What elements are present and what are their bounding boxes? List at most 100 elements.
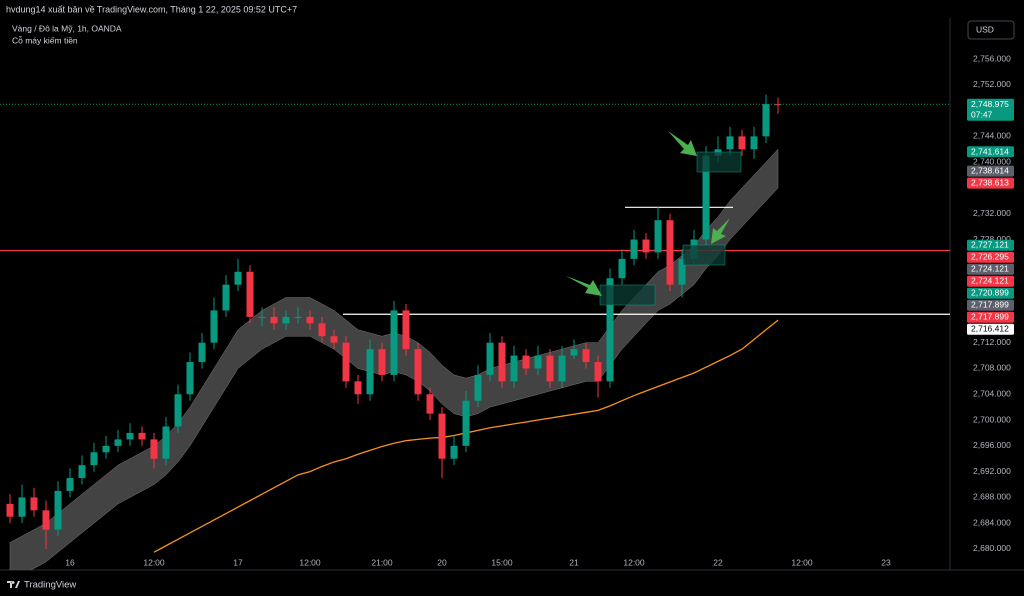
y-tick-label: 2,684.000 [973,517,1011,527]
price-label: 2,720.899 [971,288,1009,298]
zone-box [696,151,742,173]
candle-body [222,284,230,311]
candle-body [30,497,38,511]
candle-body [354,381,362,395]
candle-body [762,104,770,137]
arrow [711,218,730,244]
currency-button[interactable] [967,20,1015,40]
brand: TradingView [7,580,76,591]
price-label: 2,726.295 [971,252,1009,262]
candle-body [618,258,626,279]
zone-box [599,284,656,306]
candle-body [522,355,530,369]
arrow [566,276,602,296]
price-label: 2,741.614 [971,146,1009,156]
candle-body [726,136,734,150]
candle-body [678,258,686,285]
candle-body [54,490,62,530]
price-label-box [967,299,1014,311]
y-tick-label: 2,756.000 [973,53,1011,63]
y-tick-label: 2,692.000 [973,466,1011,476]
price-label-box [967,177,1014,189]
candle-body [318,323,326,337]
currency[interactable]: USD [976,24,994,34]
zone-box [682,244,726,266]
price-label-box [967,287,1014,299]
indicator: Cỗ máy kiếm tiền [12,35,78,45]
candle-body [246,271,254,317]
y-tick-label: 2,696.000 [973,440,1011,450]
x-tick-label: 21 [569,557,579,567]
candle-body [366,349,374,395]
candle-body [294,316,302,318]
candle-body [210,310,218,343]
candle-body [642,239,650,253]
candle-body [498,342,506,382]
candle-body [606,278,614,382]
candle-body [102,445,110,453]
candle-body [270,316,278,324]
candle-body [546,355,554,382]
candle-body [438,413,446,459]
brand-name: TradingView [24,580,76,591]
candle-body [66,478,74,491]
plot [0,94,950,570]
candle-body [558,355,566,382]
symbol: Vàng / Đô la Mỹ, 1h, OANDA [12,23,122,33]
candle-body [750,136,758,150]
price-label: 2,727.121 [971,240,1009,250]
price-label-box [967,263,1014,275]
candle-body [510,355,518,382]
candle-body [594,362,602,382]
candle-body [330,336,338,343]
x-tick-label: 20 [437,557,447,567]
candle-body [342,342,350,382]
candle-body [90,452,98,466]
countdown: 07:47 [971,110,993,120]
price-label-box [967,275,1014,287]
y-tick-label: 2,752.000 [973,79,1011,89]
y-tick-label: 2,700.000 [973,414,1011,424]
candle-body [234,271,242,285]
candle-body [6,503,14,517]
price-label: 2,738.614 [971,166,1009,176]
drawings [566,131,742,306]
price-label: 2,717.899 [971,312,1009,322]
x-tick-label: 21:00 [371,557,393,567]
y-tick-label: 2,688.000 [973,492,1011,502]
price-label-box [967,239,1014,251]
x-tick-label: 16 [65,557,75,567]
candle-body [426,394,434,414]
price-label-box [967,311,1014,323]
brand-logo [7,581,20,588]
candle-body [114,439,122,446]
candle-body [666,220,674,285]
x-tick-label: 17 [233,557,243,567]
candle-body [18,497,26,517]
candle-body [78,465,86,479]
y-tick-label: 2,704.000 [973,389,1011,399]
candle-body [306,316,314,324]
y-tick-label: 2,680.000 [973,543,1011,553]
price-label-box [967,251,1014,263]
candle-body [378,349,386,375]
price-label: 2,738.613 [971,178,1009,188]
candle-body [258,316,266,318]
y-tick-label: 2,712.000 [973,337,1011,347]
price-label-box [967,323,1014,335]
price-label: 2,716.412 [971,324,1009,334]
x-tick-label: 12:00 [143,557,165,567]
candle-body [282,316,290,324]
candle-body [582,349,590,363]
candle-body [414,349,422,395]
price-label-box [967,146,1014,158]
candle-body [150,439,158,459]
candle-body [126,432,134,440]
candle-body [174,394,182,427]
y-tick-label: 2,740.000 [973,156,1011,166]
candle-body [402,310,410,350]
candle-body [42,510,50,530]
price-label: 2,724.121 [971,264,1009,274]
